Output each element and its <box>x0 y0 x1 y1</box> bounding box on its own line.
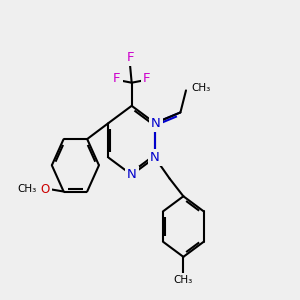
Text: F: F <box>143 72 150 85</box>
Text: N: N <box>151 117 161 130</box>
Text: F: F <box>126 51 134 64</box>
Text: F: F <box>113 72 121 85</box>
Text: N: N <box>127 168 136 181</box>
Text: N: N <box>150 151 160 164</box>
Text: CH₃: CH₃ <box>174 275 193 285</box>
Text: O: O <box>40 183 50 196</box>
Text: CH₃: CH₃ <box>17 184 37 194</box>
Text: CH₃: CH₃ <box>192 83 211 93</box>
